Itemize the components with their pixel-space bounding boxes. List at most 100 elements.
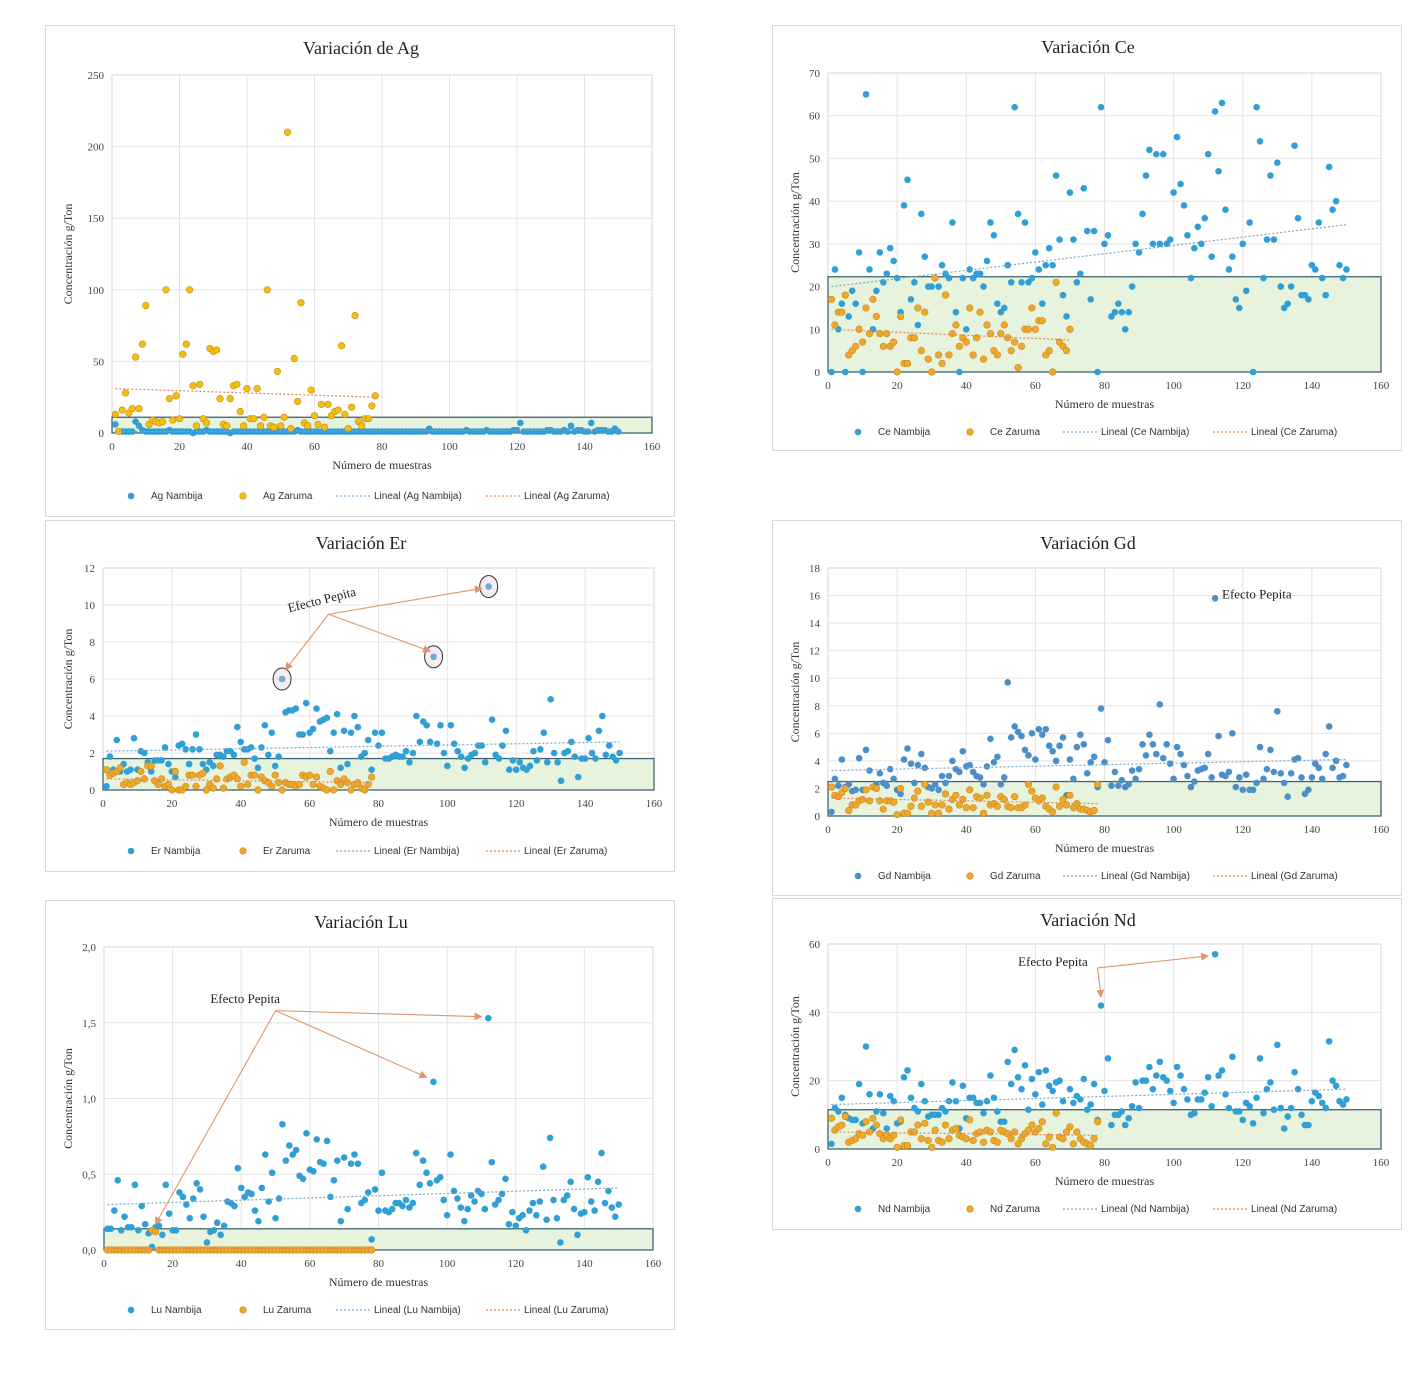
- data-point: [994, 300, 1001, 307]
- data-point: [154, 780, 162, 789]
- data-point: [1056, 742, 1063, 750]
- legend-label: Lu Zaruma: [263, 1305, 312, 1316]
- data-point: [1132, 240, 1139, 248]
- chart-panel-gd: Variación Gd 0 20 40 60 80 100 120 140 160 0 2 4 6 8 10…: [772, 520, 1402, 896]
- x-tick-label: 160: [644, 441, 661, 453]
- data-point: [141, 749, 148, 757]
- data-point: [526, 1207, 533, 1214]
- data-point: [598, 1149, 605, 1157]
- data-point: [1239, 1116, 1247, 1124]
- legend-label: Lineal (Ag Nambija): [374, 491, 462, 502]
- legend-marker: [127, 847, 135, 855]
- data-point: [547, 696, 554, 703]
- data-point: [568, 738, 575, 746]
- data-point: [1270, 1106, 1278, 1114]
- data-point: [1011, 1046, 1018, 1054]
- annotation-arrow: [328, 585, 483, 615]
- data-point: [1318, 775, 1326, 783]
- data-point: [1246, 1102, 1253, 1110]
- data-point: [1000, 1118, 1008, 1125]
- data-point: [976, 308, 984, 316]
- data-point: [1097, 1002, 1105, 1009]
- legend-label: Lineal (Ce Nambija): [1101, 427, 1189, 438]
- data-point: [213, 1219, 221, 1227]
- y-tick-label: 100: [88, 285, 105, 297]
- data-point: [526, 762, 534, 770]
- data-point: [200, 1213, 207, 1220]
- data-point: [1101, 240, 1108, 248]
- legend-label: Lineal (Gd Zaruma): [1251, 871, 1338, 882]
- data-point: [260, 413, 268, 421]
- data-point: [1329, 764, 1336, 772]
- data-point: [1049, 1143, 1057, 1151]
- data-point: [948, 329, 957, 338]
- y-tick-label: 2: [90, 748, 96, 760]
- data-point: [1028, 787, 1036, 795]
- data-point: [1298, 1111, 1305, 1119]
- data-point: [1332, 757, 1340, 765]
- data-point: [388, 1205, 396, 1213]
- data-point: [1000, 321, 1008, 329]
- data-point: [314, 420, 322, 429]
- legend-marker: [966, 1205, 974, 1213]
- data-point: [938, 801, 946, 809]
- data-point: [128, 405, 136, 413]
- data-point: [495, 1196, 502, 1204]
- y-tick-label: 50: [809, 153, 821, 165]
- data-point: [478, 742, 486, 749]
- data-point: [333, 710, 341, 718]
- data-point: [121, 1213, 128, 1220]
- data-point: [323, 786, 331, 794]
- data-point: [1038, 300, 1046, 307]
- data-point: [258, 1184, 266, 1192]
- annotation-label: Efecto Pepita: [1222, 586, 1292, 601]
- data-point: [268, 1169, 276, 1177]
- data-point: [1149, 240, 1157, 248]
- data-point: [1187, 783, 1195, 791]
- data-point: [1308, 1097, 1316, 1105]
- data-point: [1073, 743, 1081, 751]
- data-point: [147, 762, 155, 770]
- data-point: [1294, 214, 1302, 222]
- data-point: [292, 1146, 300, 1154]
- x-axis-title: Número de muestras: [329, 815, 429, 829]
- data-point: [199, 760, 207, 768]
- data-point: [230, 751, 238, 759]
- y-tick-label: 60: [809, 939, 821, 951]
- y-tick-label: 250: [88, 70, 105, 82]
- data-point: [918, 210, 925, 218]
- data-point: [835, 782, 842, 789]
- x-tick-label: 120: [1235, 1157, 1252, 1169]
- data-point: [574, 1231, 581, 1239]
- data-point: [210, 1227, 218, 1234]
- data-point: [1011, 338, 1019, 346]
- data-point: [172, 392, 180, 400]
- data-point: [1052, 172, 1060, 179]
- data-point: [323, 1137, 331, 1145]
- data-point: [253, 385, 261, 393]
- annotation-label: Efecto Pepita: [210, 991, 280, 1006]
- data-point: [1298, 774, 1305, 781]
- y-tick-label: 0: [815, 367, 821, 379]
- data-point: [169, 416, 177, 424]
- data-point: [1339, 274, 1347, 282]
- data-point: [237, 1184, 245, 1192]
- data-point: [1156, 701, 1164, 708]
- data-point: [907, 760, 915, 767]
- data-point: [841, 368, 849, 376]
- data-point: [347, 1160, 355, 1167]
- x-tick-label: 160: [1373, 380, 1390, 392]
- data-point: [1066, 791, 1074, 799]
- data-point: [1215, 167, 1222, 175]
- data-point: [183, 1201, 190, 1208]
- x-tick-label: 100: [1165, 380, 1182, 392]
- data-point: [859, 368, 866, 376]
- annotation-arrow: [284, 613, 330, 671]
- data-point: [217, 1231, 224, 1239]
- data-point: [440, 749, 448, 757]
- data-point: [509, 757, 517, 764]
- data-point: [855, 249, 863, 256]
- chart-panel-nd: Variación Nd 0 20 40 60 80 100 120 140 160 0 20 40 60…: [772, 898, 1402, 1230]
- data-point: [1322, 1104, 1329, 1112]
- data-point: [268, 782, 276, 790]
